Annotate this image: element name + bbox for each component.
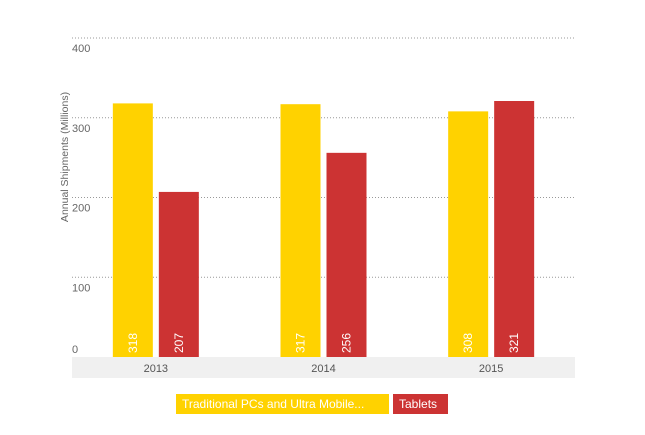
- bar-data-label: 317: [294, 333, 308, 353]
- y-axis-label: Annual Shipments (Millions): [59, 92, 71, 222]
- bar-data-label: 207: [172, 333, 186, 353]
- x-tick-label: 2015: [479, 363, 503, 375]
- y-axis-ticks: 0 100 200 300 400: [72, 43, 90, 356]
- y-tick-label: 200: [72, 203, 90, 215]
- x-tick-label: 2013: [144, 363, 168, 375]
- bar[interactable]: [326, 152, 367, 357]
- bar-data-label: 308: [461, 333, 475, 353]
- bar-data-label: 321: [507, 333, 521, 353]
- x-tick-label: 2014: [311, 363, 335, 375]
- bar[interactable]: [448, 111, 489, 358]
- bars: 318 207 317 256 308 321: [112, 101, 535, 358]
- x-axis-band: [72, 357, 575, 378]
- bar[interactable]: [494, 101, 535, 357]
- category-band: [72, 357, 575, 378]
- y-tick-label: 300: [72, 123, 90, 135]
- legend: Traditional PCs and Ultra Mobile... Tabl…: [0, 394, 645, 414]
- bar-data-label: 256: [340, 333, 354, 353]
- y-tick-label: 400: [72, 43, 90, 55]
- y-tick-label: 100: [72, 282, 90, 294]
- legend-item-tablets[interactable]: Tablets: [393, 394, 448, 414]
- x-axis-categories: 2013 2014 2015: [144, 363, 504, 375]
- y-tick-label: 0: [72, 344, 78, 356]
- bar[interactable]: [158, 191, 199, 357]
- bar[interactable]: [280, 104, 321, 357]
- bar-data-label: 318: [126, 333, 140, 353]
- bar[interactable]: [112, 103, 153, 358]
- legend-item-traditional-pcs[interactable]: Traditional PCs and Ultra Mobile...: [176, 394, 389, 414]
